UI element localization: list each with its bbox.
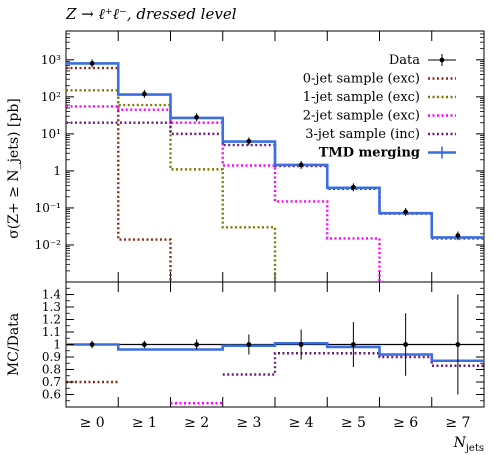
data-point bbox=[350, 184, 356, 190]
y-tick-label: 10² bbox=[41, 90, 61, 104]
data-point bbox=[298, 162, 304, 168]
ratio-data-point bbox=[403, 342, 409, 347]
chart-title-group: Z → ℓ⁺ℓ⁻, dressed level bbox=[65, 5, 237, 23]
data-point bbox=[89, 61, 95, 66]
data-point bbox=[455, 233, 461, 238]
legend-label: 2-jet sample (exc) bbox=[303, 109, 420, 124]
ratio-y-tick-label: 1.4 bbox=[42, 288, 61, 302]
y-tick-label: 10⁻¹ bbox=[35, 201, 61, 215]
ratio-y-tick-label: 0.8 bbox=[42, 363, 61, 377]
ratio-data-point bbox=[298, 342, 304, 347]
y-tick-label: 10³ bbox=[41, 53, 61, 67]
series-1-jet-sample-exc- bbox=[66, 89, 277, 282]
legend-label: Data bbox=[389, 53, 420, 68]
x-tick-label: ≥ 6 bbox=[393, 415, 418, 431]
legend-label: TMD merging bbox=[319, 146, 420, 161]
series-0-jet-sample-exc- bbox=[66, 66, 172, 282]
ratio-data-point bbox=[246, 342, 252, 347]
ratio-data-point bbox=[89, 342, 95, 347]
chart-title: Z → ℓ⁺ℓ⁻, dressed level bbox=[65, 5, 237, 23]
ratio-data-point bbox=[194, 342, 200, 347]
series-tmd-merging bbox=[66, 62, 484, 239]
ratio-y-tick-label: 0.6 bbox=[42, 388, 61, 402]
ratio-data-point bbox=[455, 342, 461, 347]
data-point bbox=[141, 91, 147, 97]
series-2-jet-sample-exc- bbox=[66, 105, 381, 282]
x-tick-label: ≥ 5 bbox=[341, 415, 366, 431]
ratio-plot: 0.60.70.80.911.11.21.31.4 MC/Data bbox=[6, 281, 485, 408]
ratio-y-tick-label: 0.7 bbox=[42, 375, 61, 389]
ratio-series-group bbox=[66, 294, 484, 405]
ratio-series-3-jet-sample-inc- bbox=[222, 352, 484, 376]
main-y-axis-label: σ(Z+ ≥ N_jets) [pb] bbox=[6, 98, 22, 239]
ratio-y-axis-label: MC/Data bbox=[6, 313, 22, 376]
ratio-y-tick-label: 1.2 bbox=[42, 313, 61, 327]
ratio-y-tick-label: 1 bbox=[53, 338, 61, 352]
main-series-group bbox=[66, 59, 484, 282]
x-axis-label: Njets bbox=[453, 435, 484, 454]
legend-label: 1-jet sample (exc) bbox=[303, 90, 420, 105]
x-tick-label: ≥ 1 bbox=[132, 415, 157, 431]
ratio-data-point bbox=[350, 342, 356, 347]
series-3-jet-sample-inc- bbox=[66, 121, 484, 240]
main-plot: 10⁻² 10⁻¹ 1 10¹ 10² 10³ σ(Z+ ≥ N_jets) [pb] bbox=[6, 30, 485, 283]
ratio-y-tick-label: 1.1 bbox=[42, 325, 61, 339]
legend-data-marker bbox=[439, 57, 445, 63]
x-tick-label: ≥ 2 bbox=[184, 415, 209, 431]
legend: Data 0-jet sample (exc) 1-jet sample (exc)… bbox=[303, 53, 456, 161]
ratio-y-tick-label: 1.3 bbox=[42, 300, 61, 314]
y-tick-label: 10⁻² bbox=[35, 238, 62, 252]
data-point bbox=[194, 114, 200, 120]
data-point bbox=[403, 209, 409, 215]
x-tick-label: ≥ 3 bbox=[236, 415, 261, 431]
legend-label: 3-jet sample (inc) bbox=[305, 127, 420, 142]
y-tick-label: 1 bbox=[53, 164, 61, 178]
x-tick-label: ≥ 4 bbox=[289, 415, 314, 431]
legend-label: 0-jet sample (exc) bbox=[303, 72, 420, 87]
ratio-data-point bbox=[141, 342, 147, 347]
data-point bbox=[246, 138, 252, 144]
ratio-series-tmd-merging bbox=[66, 341, 484, 363]
x-tick-label: ≥ 7 bbox=[445, 415, 470, 431]
y-tick-label: 10¹ bbox=[41, 127, 61, 141]
x-axis: ≥ 0 ≥ 1 ≥ 2 ≥ 3 ≥ 4 ≥ 5 ≥ 6 ≥ 7 Njets bbox=[80, 415, 484, 454]
x-tick-label: ≥ 0 bbox=[80, 415, 105, 431]
ratio-y-tick-label: 0.9 bbox=[42, 350, 61, 364]
